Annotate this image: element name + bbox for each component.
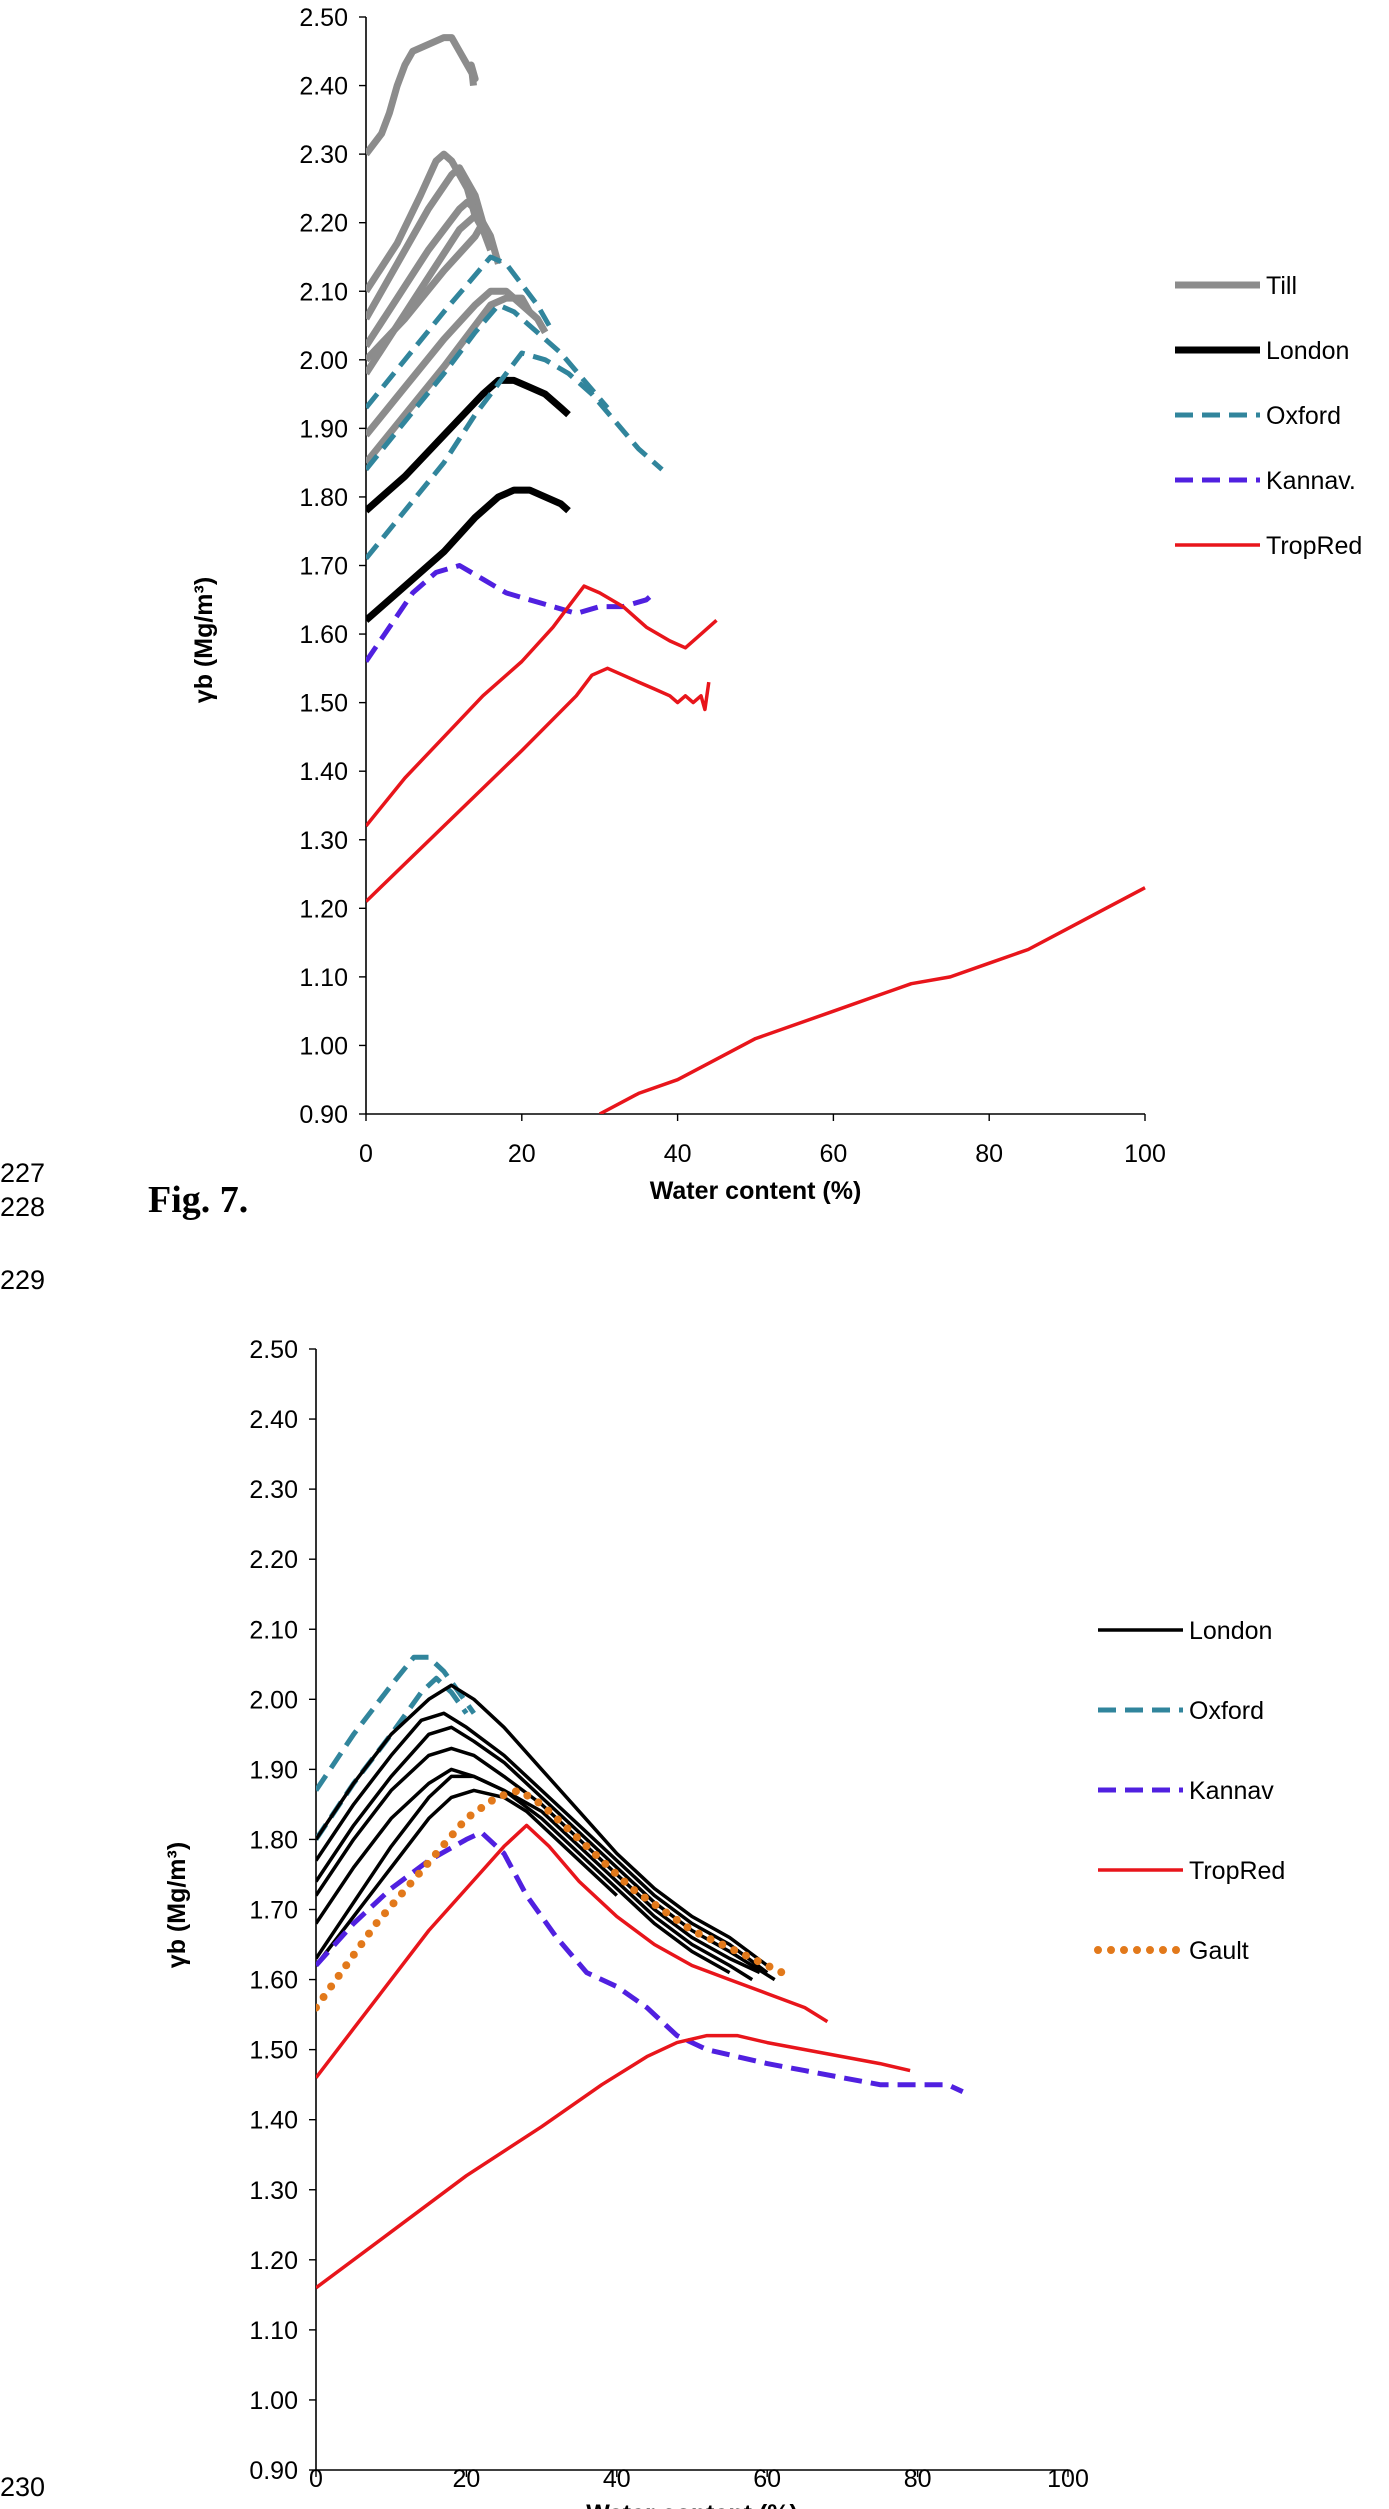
legend-label: Gault xyxy=(1189,1937,1249,1965)
line-number: 229 xyxy=(0,1265,46,1295)
y-tick-label: 2.40 xyxy=(249,1406,298,1434)
y-tick-label: 1.50 xyxy=(299,690,348,718)
series-line-oxford xyxy=(366,302,610,472)
x-tick-label: 60 xyxy=(819,1140,847,1168)
y-tick-label: 2.40 xyxy=(299,73,348,101)
y-tick-label: 2.30 xyxy=(249,1476,298,1504)
legend-label: TropRed xyxy=(1266,532,1362,560)
axes: 0.90 1.00 1.10 1.20 1.30 1.40 1.50 1.60 1.70 1.80… xyxy=(190,4,1166,1205)
y-tick-label: 1.10 xyxy=(299,964,348,992)
y-tick-label: 1.40 xyxy=(299,758,348,786)
series-line-tropred xyxy=(366,584,718,828)
series-line-oxford xyxy=(366,350,664,561)
legend-label: Oxford xyxy=(1189,1697,1264,1725)
y-tick-label: 0.90 xyxy=(249,2457,298,2485)
x-tick-label: 100 xyxy=(1124,1140,1166,1168)
series-line-oxford xyxy=(366,254,556,410)
series-line-tropred xyxy=(316,2033,911,2290)
x-tick-label: 60 xyxy=(753,2465,781,2493)
legend-label: Oxford xyxy=(1266,402,1341,430)
axes: 0.90 1.00 1.10 1.20 1.30 1.40 1.50 1.60 1.70 1.80… xyxy=(163,1336,1089,2509)
legend-label: Till xyxy=(1266,272,1297,300)
y-tick-label: 1.10 xyxy=(249,2317,298,2345)
y-axis-title: γb (Mg/m³) xyxy=(163,1842,191,1968)
legend-label: TropRed xyxy=(1189,1857,1285,1885)
series-line-london xyxy=(316,1711,769,1975)
line-number: 228 xyxy=(0,1192,46,1222)
y-tick-label: 1.50 xyxy=(249,2037,298,2065)
y-tick-label: 2.50 xyxy=(249,1336,298,1364)
series-line-till xyxy=(366,164,487,321)
x-axis-title: Water content (%) xyxy=(650,1177,862,1205)
figure-caption: Fig. 7. xyxy=(148,1179,249,1221)
series-line-kannav xyxy=(366,563,656,663)
y-tick-label: 2.30 xyxy=(299,141,348,169)
series-line-kannav xyxy=(316,1829,964,2094)
y-tick-label: 1.00 xyxy=(249,2387,298,2415)
y-tick-label: 1.80 xyxy=(299,484,348,512)
legend-label: London xyxy=(1266,337,1349,365)
series-line-london xyxy=(316,1788,618,1967)
y-tick-label: 1.30 xyxy=(299,827,348,855)
y-tick-label: 2.20 xyxy=(249,1546,298,1574)
series-line-gault xyxy=(316,1786,787,2012)
y-axis-title: γb (Mg/m³) xyxy=(190,577,218,703)
y-tick-label: 2.10 xyxy=(299,278,348,306)
y-tick-label: 2.00 xyxy=(249,1686,298,1714)
y-tick-label: 2.00 xyxy=(299,347,348,375)
legend-label: Kannav. xyxy=(1266,467,1356,495)
series-group xyxy=(366,34,1146,1114)
x-tick-label: 0 xyxy=(359,1140,373,1168)
legend: Till London Oxford Kannav. TropRed xyxy=(1175,272,1362,560)
legend-label: Kannav xyxy=(1189,1777,1274,1805)
series-line-tropred xyxy=(366,666,711,903)
x-tick-label: 80 xyxy=(904,2465,932,2493)
legend-label: London xyxy=(1189,1617,1272,1645)
y-tick-label: 1.60 xyxy=(299,621,348,649)
series-line-london xyxy=(366,376,571,514)
x-tick-label: 80 xyxy=(975,1140,1003,1168)
line-number: 230 xyxy=(0,2472,46,2502)
x-tick-label: 0 xyxy=(309,2465,323,2493)
x-axis-title: Water content (%) xyxy=(586,2500,798,2509)
series-group xyxy=(316,1654,964,2290)
chart-panel-1: 0.90 1.00 1.10 1.20 1.30 1.40 1.50 1.60 1.70 1.80… xyxy=(190,4,1362,1205)
y-tick-label: 1.60 xyxy=(249,1967,298,1995)
series-line-tropred xyxy=(598,886,1146,1114)
x-tick-label: 20 xyxy=(508,1140,536,1168)
series-line-london xyxy=(316,1683,769,1967)
series-line-london xyxy=(316,1767,754,1982)
y-tick-label: 1.90 xyxy=(249,1756,298,1784)
y-tick-label: 2.10 xyxy=(249,1616,298,1644)
y-tick-label: 1.20 xyxy=(299,895,348,923)
x-tick-label: 40 xyxy=(603,2465,631,2493)
y-tick-label: 2.20 xyxy=(299,210,348,238)
y-tick-label: 1.30 xyxy=(249,2177,298,2205)
series-line-till xyxy=(366,294,533,465)
y-tick-label: 1.70 xyxy=(249,1897,298,1925)
series-line-till xyxy=(366,34,479,157)
series-line-london xyxy=(366,486,571,623)
x-tick-label: 100 xyxy=(1047,2465,1089,2493)
chart-panel-2: 0.90 1.00 1.10 1.20 1.30 1.40 1.50 1.60 1.70 1.80… xyxy=(163,1336,1285,2509)
y-tick-label: 2.50 xyxy=(299,4,348,32)
series-line-till xyxy=(366,219,502,363)
series-line-london xyxy=(316,1774,731,1975)
line-number: 227 xyxy=(0,1158,46,1188)
y-tick-label: 1.80 xyxy=(249,1826,298,1854)
y-tick-label: 1.70 xyxy=(299,553,348,581)
series-line-tropred xyxy=(316,1823,829,2079)
y-tick-label: 1.00 xyxy=(299,1032,348,1060)
legend: London Oxford Kannav TropRed Gault xyxy=(1094,1617,1285,1965)
x-tick-label: 20 xyxy=(452,2465,480,2493)
x-tick-label: 40 xyxy=(664,1140,692,1168)
series-line-till xyxy=(366,287,549,438)
y-tick-label: 0.90 xyxy=(299,1101,348,1129)
y-tick-label: 1.40 xyxy=(249,2107,298,2135)
y-tick-label: 1.90 xyxy=(299,415,348,443)
y-tick-label: 1.20 xyxy=(249,2247,298,2275)
series-line-london xyxy=(316,1746,761,1975)
